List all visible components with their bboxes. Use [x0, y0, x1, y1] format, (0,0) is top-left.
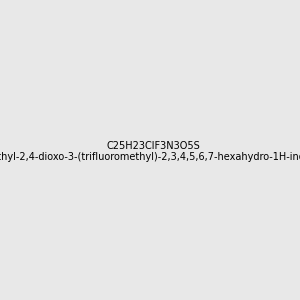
Text: C25H23ClF3N3O5S
N-(4-{[1-(4-chlorophenyl)-6,6-dimethyl-2,4-dioxo-3-(trifluoromet: C25H23ClF3N3O5S N-(4-{[1-(4-chlorophenyl… — [0, 141, 300, 162]
